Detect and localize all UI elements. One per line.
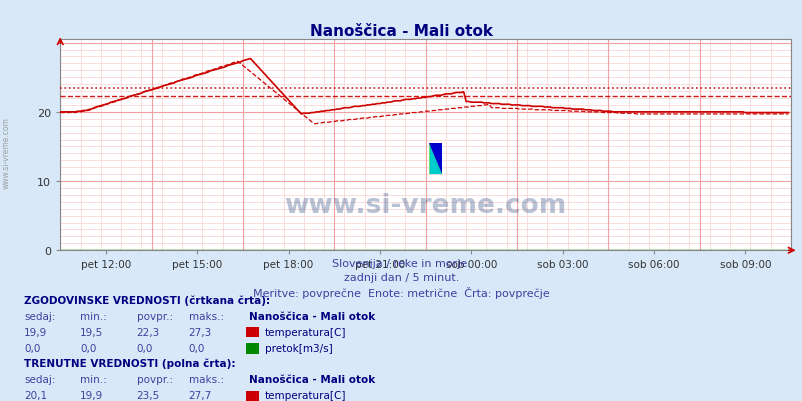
Text: 0,0: 0,0	[188, 343, 205, 353]
Text: povpr.:: povpr.:	[136, 311, 172, 321]
Text: Nanoščica - Mali otok: Nanoščica - Mali otok	[249, 374, 375, 384]
Text: ZGODOVINSKE VREDNOSTI (črtkana črta):: ZGODOVINSKE VREDNOSTI (črtkana črta):	[24, 294, 270, 305]
Text: www.si-vreme.com: www.si-vreme.com	[2, 117, 11, 188]
Text: Nanoščica - Mali otok: Nanoščica - Mali otok	[249, 311, 375, 321]
Text: Nanoščica - Mali otok: Nanoščica - Mali otok	[310, 24, 492, 39]
Text: pretok[m3/s]: pretok[m3/s]	[265, 343, 332, 353]
Text: 0,0: 0,0	[24, 343, 40, 353]
Text: 20,1: 20,1	[24, 390, 47, 400]
Text: TRENUTNE VREDNOSTI (polna črta):: TRENUTNE VREDNOSTI (polna črta):	[24, 357, 235, 368]
Text: 0,0: 0,0	[136, 343, 152, 353]
Text: 19,5: 19,5	[80, 327, 103, 337]
Text: maks.:: maks.:	[188, 311, 224, 321]
Polygon shape	[429, 144, 442, 175]
Text: min.:: min.:	[80, 311, 107, 321]
Text: 27,7: 27,7	[188, 390, 212, 400]
Text: 27,3: 27,3	[188, 327, 212, 337]
Text: temperatura[C]: temperatura[C]	[265, 390, 346, 400]
Polygon shape	[429, 144, 442, 175]
Text: temperatura[C]: temperatura[C]	[265, 327, 346, 337]
Text: www.si-vreme.com: www.si-vreme.com	[284, 193, 566, 219]
Text: 19,9: 19,9	[80, 390, 103, 400]
Text: maks.:: maks.:	[188, 374, 224, 384]
Text: sedaj:: sedaj:	[24, 311, 55, 321]
Text: 22,3: 22,3	[136, 327, 160, 337]
Text: min.:: min.:	[80, 374, 107, 384]
Text: sedaj:: sedaj:	[24, 374, 55, 384]
Text: 23,5: 23,5	[136, 390, 160, 400]
Text: zadnji dan / 5 minut.: zadnji dan / 5 minut.	[343, 273, 459, 283]
Text: Meritve: povprečne  Enote: metrične  Črta: povprečje: Meritve: povprečne Enote: metrične Črta:…	[253, 287, 549, 299]
Bar	[429, 144, 442, 175]
Text: povpr.:: povpr.:	[136, 374, 172, 384]
Text: 19,9: 19,9	[24, 327, 47, 337]
Text: Slovenija / reke in morje.: Slovenija / reke in morje.	[332, 259, 470, 269]
Text: 0,0: 0,0	[80, 343, 96, 353]
